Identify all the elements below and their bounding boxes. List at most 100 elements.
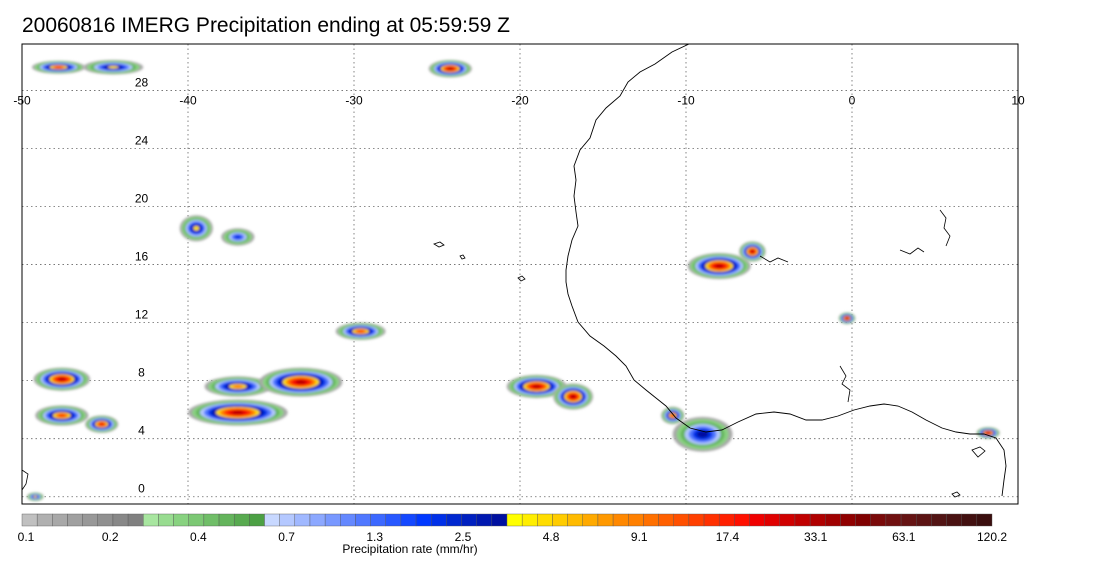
lat-tick-label: 12 <box>135 308 149 322</box>
colorbar-swatch <box>203 513 220 527</box>
colorbar-swatch <box>52 513 68 527</box>
colorbar-swatch <box>461 513 477 527</box>
lat-tick-label: 28 <box>135 75 149 89</box>
precip-contour <box>99 422 104 426</box>
colorbar: 0.1 0.2 0.4 0.7 1.3 2.5 4.8 9.1 17.4 33.1 63.1 120.… <box>18 513 1007 544</box>
precip-cell <box>976 427 1000 439</box>
precipitation-layer <box>26 59 1000 502</box>
precip-contour <box>231 411 244 415</box>
colorbar-swatch <box>673 513 690 527</box>
river-2 <box>759 255 789 263</box>
colorbar-label: 63.1 <box>892 530 916 544</box>
lat-tick-label: 20 <box>135 192 149 206</box>
colorbar-swatch <box>597 513 614 527</box>
precip-contour <box>33 495 37 498</box>
colorbar-swatch <box>355 513 371 527</box>
colorbar-swatch <box>794 513 811 527</box>
colorbar-swatch <box>82 513 98 527</box>
precip-contour <box>750 250 754 253</box>
precip-contour <box>193 225 200 231</box>
colorbar-swatch <box>916 513 932 527</box>
map-title: 20060816 IMERG Precipitation ending at 0… <box>22 14 510 37</box>
colorbar-swatch <box>628 513 644 527</box>
colorbar-swatch <box>400 513 417 527</box>
lon-tick-label: -40 <box>179 93 197 107</box>
precip-cell <box>179 215 213 242</box>
colorbar-swatch <box>188 513 205 527</box>
colorbar-swatch <box>324 513 341 527</box>
precip-contour <box>570 395 576 399</box>
colorbar-swatch <box>582 513 599 527</box>
colorbar-swatch <box>749 513 765 527</box>
colorbar-swatch <box>734 513 750 527</box>
colorbar-swatch <box>567 513 583 527</box>
colorbar-title: Precipitation rate (mm/hr) <box>342 542 477 556</box>
africa-coastline <box>565 44 1007 497</box>
island-6 <box>22 469 29 491</box>
colorbar-label: 120.2 <box>977 530 1007 544</box>
precip-cell <box>687 252 751 280</box>
colorbar-swatch <box>491 513 508 527</box>
colorbar-swatch <box>521 513 538 527</box>
precip-cell <box>335 322 386 341</box>
lon-tick-label: -30 <box>345 93 363 107</box>
lake-1 <box>939 209 951 247</box>
colorbar-label: 2.5 <box>455 530 472 544</box>
precip-cell <box>83 59 144 75</box>
precip-cell <box>428 59 472 78</box>
colorbar-swatch <box>900 513 917 527</box>
precip-cell <box>85 415 119 433</box>
island-2 <box>433 241 445 248</box>
colorbar-swatch <box>127 513 144 527</box>
colorbar-swatch <box>825 513 841 527</box>
precip-contour <box>533 385 541 388</box>
precip-contour <box>233 234 242 240</box>
island-5 <box>951 491 961 498</box>
island-3 <box>459 254 466 260</box>
lon-tick-label: 10 <box>1011 93 1025 107</box>
colorbar-swatch <box>385 513 402 527</box>
precip-cell <box>33 367 91 391</box>
colorbar-swatch <box>506 513 523 527</box>
precip-cell <box>204 376 271 397</box>
colorbar-swatch <box>431 513 447 527</box>
precip-contour <box>58 414 66 417</box>
precip-cell <box>553 383 594 410</box>
precip-cell <box>26 492 44 502</box>
colorbar-swatch <box>143 513 159 527</box>
colorbar-swatch <box>370 513 386 527</box>
precip-contour <box>232 384 244 389</box>
lon-tick-label: -10 <box>677 93 695 107</box>
precip-contour <box>845 317 849 320</box>
colorbar-swatch <box>885 513 902 527</box>
precip-cell <box>221 228 255 246</box>
precip-contour <box>54 66 63 69</box>
colorbar-swatch <box>446 513 462 527</box>
colorbar-swatch <box>718 513 735 527</box>
lat-tick-label: 4 <box>138 424 145 438</box>
precip-contour <box>986 431 990 435</box>
precip-cell <box>31 60 86 74</box>
lon-tick-label: -50 <box>13 93 31 107</box>
colorbar-swatch <box>97 513 114 527</box>
precip-contour <box>295 380 306 384</box>
colorbar-swatch <box>476 513 493 527</box>
precip-cell <box>506 374 567 399</box>
island-4 <box>971 446 986 458</box>
colorbar-swatch <box>537 513 553 527</box>
colorbar-swatch <box>809 513 826 527</box>
colorbar-swatch <box>764 513 781 527</box>
colorbar-swatch <box>294 513 311 527</box>
colorbar-label: 0.7 <box>278 530 295 544</box>
colorbar-swatch <box>173 513 189 527</box>
colorbar-label: 4.8 <box>543 530 560 544</box>
colorbar-swatch <box>21 513 38 527</box>
colorbar-label: 1.3 <box>366 530 383 544</box>
precip-contour <box>696 430 709 438</box>
colorbar-swatch <box>703 513 720 527</box>
colorbar-label: 0.1 <box>18 530 35 544</box>
precip-contour <box>108 65 119 69</box>
colorbar-swatch <box>840 513 856 527</box>
lat-tick-label: 0 <box>138 482 145 496</box>
colorbar-swatch <box>643 513 659 527</box>
